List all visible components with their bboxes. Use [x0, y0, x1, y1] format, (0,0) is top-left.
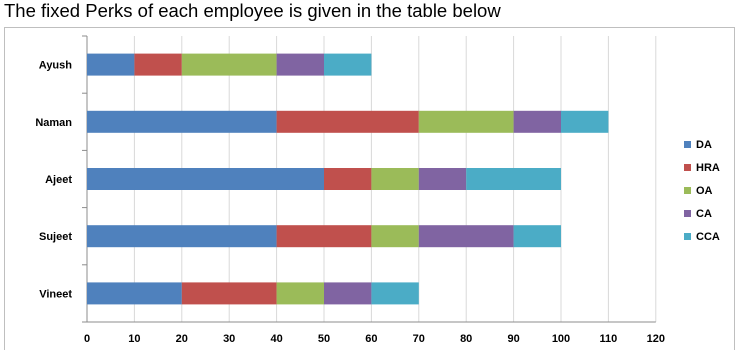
legend-label-cca: CCA [696, 231, 720, 243]
category-label: Ayush [39, 60, 72, 72]
x-tick-label: 40 [270, 333, 282, 345]
legend-label-oa: OA [696, 185, 713, 197]
bar-segment-hra-ajeet [324, 168, 372, 190]
bar-segment-cca-ajeet [466, 168, 561, 190]
x-tick-label: 80 [460, 333, 472, 345]
category-label: Naman [35, 117, 72, 129]
category-label: Ajeet [45, 174, 72, 186]
bar-segment-da-naman [87, 110, 277, 133]
chart-container: Ayush Naman Ajeet Sujeet Vineet 0 10 20 30 40 50 6… [4, 27, 735, 350]
bar-segment-ca-vineet [324, 282, 372, 305]
bar-segment-oa-ajeet [371, 168, 419, 190]
x-tick-label: 110 [600, 333, 618, 345]
x-tick-label: 120 [647, 333, 665, 345]
legend-swatch-da [684, 141, 691, 148]
legend-swatch-cca [684, 233, 691, 240]
bar-segment-ca-sujeet [418, 225, 514, 248]
x-tick-label: 50 [318, 333, 330, 345]
bar-segment-cca-ayush [324, 53, 372, 76]
bar-segment-ca-naman [513, 110, 561, 133]
x-tick-labels: 0 10 20 30 40 50 60 70 80 90 100 110 120 [84, 333, 665, 345]
bar-segment-oa-naman [418, 110, 514, 133]
x-tick-label: 100 [552, 333, 570, 345]
x-tick-label: 10 [128, 333, 140, 345]
bar-segment-ca-ayush [276, 53, 324, 76]
stacked-bar-chart: Ayush Naman Ajeet Sujeet Vineet 0 10 20 30 40 50 6… [35, 35, 720, 345]
bar-segment-da-vineet [87, 282, 182, 305]
bar-segment-hra-naman [276, 110, 419, 133]
page-heading: The fixed Perks of each employee is give… [4, 0, 501, 21]
category-labels: Ayush Naman Ajeet Sujeet Vineet [35, 60, 72, 301]
category-label: Vineet [39, 288, 72, 300]
x-tick-label: 20 [176, 333, 188, 345]
bar-segment-ca-ajeet [418, 168, 467, 190]
x-tick-label: 0 [84, 333, 90, 345]
legend: DA HRA OA CA CCA [684, 139, 720, 243]
legend-label-da: DA [696, 139, 712, 151]
bar-segment-cca-sujeet [513, 225, 561, 248]
bar-segment-hra-sujeet [276, 225, 372, 248]
bar-segment-da-ayush [87, 53, 135, 76]
bars [87, 53, 609, 305]
bar-segment-da-ajeet [87, 168, 324, 190]
bar-segment-cca-vineet [371, 282, 419, 305]
bar-segment-hra-vineet [181, 282, 277, 305]
legend-swatch-oa [684, 187, 691, 194]
bar-segment-hra-ayush [134, 53, 182, 76]
x-tick-label: 70 [413, 333, 425, 345]
bar-segment-oa-sujeet [371, 225, 419, 248]
category-label: Sujeet [39, 231, 72, 243]
x-tick-label: 90 [507, 333, 519, 345]
bar-segment-oa-vineet [276, 282, 324, 305]
legend-swatch-ca [684, 210, 691, 217]
legend-swatch-hra [684, 164, 691, 171]
x-tick-label: 30 [223, 333, 235, 345]
bar-segment-cca-naman [561, 110, 609, 133]
legend-label-ca: CA [696, 208, 712, 220]
x-tick-label: 60 [365, 333, 377, 345]
legend-label-hra: HRA [696, 162, 720, 174]
bar-segment-da-sujeet [87, 225, 277, 248]
bar-segment-oa-ayush [181, 53, 277, 76]
